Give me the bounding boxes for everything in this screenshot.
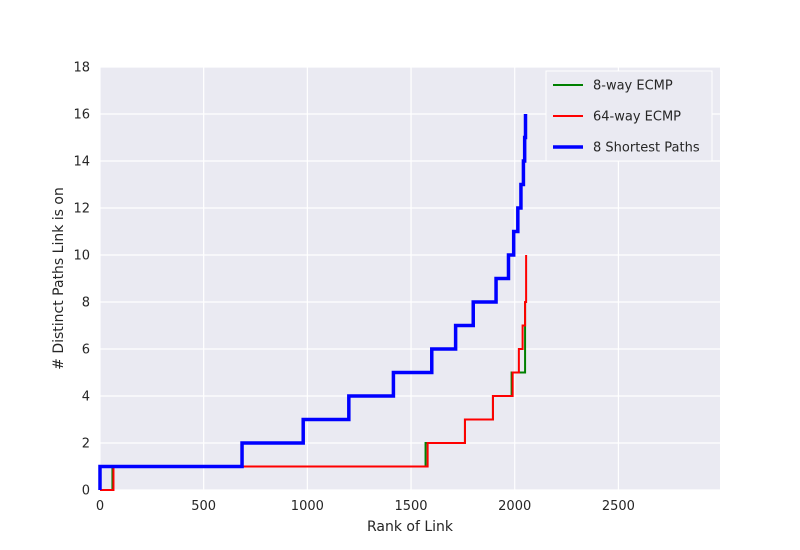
x-axis-label: Rank of Link (367, 519, 454, 535)
y-tick-label: 10 (73, 249, 90, 264)
y-tick-label: 6 (82, 343, 90, 358)
grid (99, 66, 720, 491)
x-tick-label: 500 (191, 499, 216, 514)
x-tick-label: 2500 (602, 499, 635, 514)
y-tick-label: 8 (82, 296, 90, 311)
series-line-2 (100, 255, 528, 491)
x-tick-label: 1000 (291, 499, 324, 514)
x-tick-labels: 0 500 1000 1500 2000 2500 (96, 499, 635, 514)
x-tick-label: 1500 (394, 499, 427, 514)
legend-label: 8 Shortest Paths (593, 141, 700, 156)
y-tick-label: 0 (82, 484, 90, 499)
legend: 8-way ECMP 64-way ECMP 8 Shortest Paths (545, 70, 713, 162)
y-axis-label: # Distinct Paths Link is on (51, 187, 67, 370)
x-tick-label: 0 (96, 499, 104, 514)
y-tick-label: 12 (73, 202, 90, 217)
series-line-3 (98, 114, 528, 490)
y-tick-labels: 0 2 4 6 8 10 12 14 16 18 (73, 61, 90, 499)
y-tick-label: 2 (82, 437, 90, 452)
legend-label: 8-way ECMP (593, 79, 673, 94)
legend-label: 64-way ECMP (593, 110, 681, 125)
series-lines (98, 114, 528, 491)
x-tick-label: 2000 (498, 499, 531, 514)
y-tick-label: 4 (82, 390, 90, 405)
y-tick-label: 18 (73, 61, 90, 76)
y-tick-label: 14 (73, 155, 90, 170)
y-tick-label: 16 (73, 108, 90, 123)
